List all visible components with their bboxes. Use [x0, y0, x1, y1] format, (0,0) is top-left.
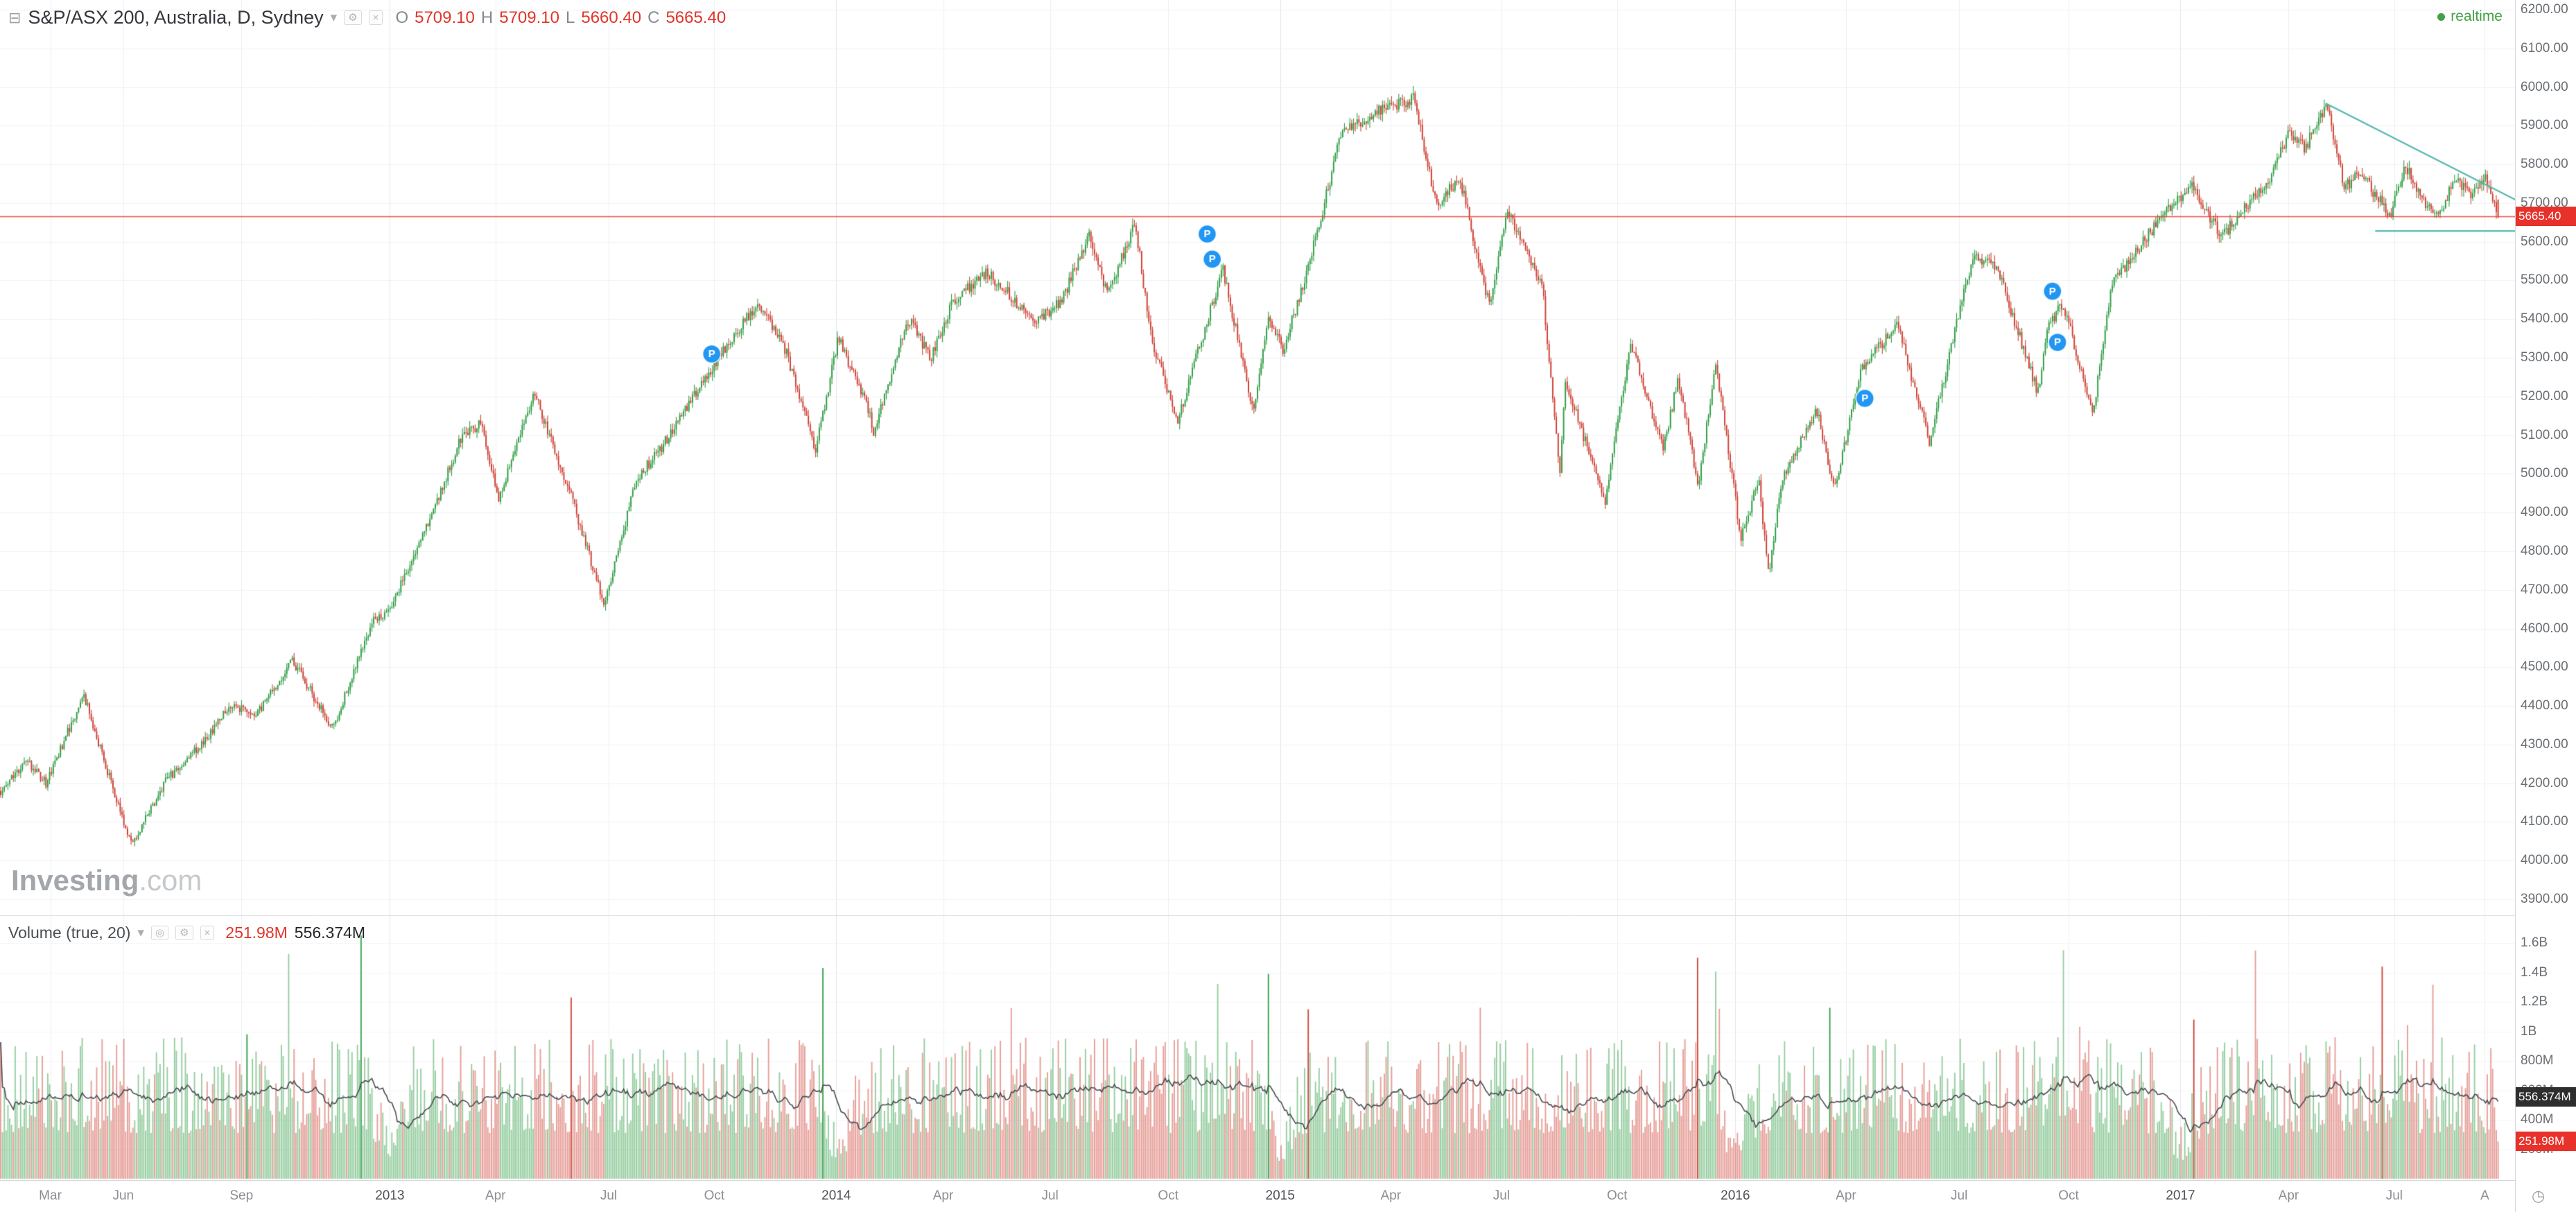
high-value: 5709.10 [499, 8, 559, 27]
volume-ma-value: 556.374M [294, 924, 366, 942]
time-scale[interactable]: Mar Jun Sep 2013 Apr Jul Oct 2014 Apr Jul Oct 2015 A… [0, 1180, 2515, 1212]
volume-indicator-title[interactable]: Volume (true, 20) [8, 924, 131, 942]
time-axis-year-label: 2015 [1265, 1188, 1295, 1203]
time-axis-label: A [2480, 1188, 2489, 1203]
price-axis-label: 5700.00 [2521, 195, 2568, 210]
open-value: 5709.10 [415, 8, 475, 27]
price-axis-label: 4700.00 [2521, 582, 2568, 597]
time-axis-label: Apr [1380, 1188, 1402, 1203]
price-axis-label: 5000.00 [2521, 466, 2568, 481]
time-axis-label: Jul [1951, 1188, 1968, 1203]
time-axis-year-label: 2017 [2166, 1188, 2195, 1203]
price-axis-label: 5500.00 [2521, 272, 2568, 288]
price-axis-label: 6200.00 [2521, 2, 2568, 17]
time-axis-label: Apr [485, 1188, 506, 1203]
time-axis-label: Apr [1836, 1188, 1856, 1203]
price-axis-label: 4900.00 [2521, 505, 2568, 520]
chevron-down-icon[interactable]: ▾ [137, 926, 144, 940]
time-axis-label: Jul [1041, 1188, 1059, 1203]
price-axis-label: 5600.00 [2521, 234, 2568, 249]
settings-icon[interactable]: ⚙ [344, 10, 362, 25]
volume-current-value: 251.98M [225, 924, 288, 942]
price-axis-label: 5900.00 [2521, 118, 2568, 133]
price-axis-label: 4300.00 [2521, 736, 2568, 752]
investing-watermark: Investing.com [11, 864, 202, 897]
volume-axis-label: 1.6B [2521, 935, 2548, 950]
time-axis-label: Sep [229, 1188, 254, 1203]
price-axis-label: 4500.00 [2521, 659, 2568, 675]
symbol-title[interactable]: S&P/ASX 200, Australia, D, Sydney [28, 7, 324, 28]
price-scale[interactable]: 6200.00 6100.00 6000.00 5900.00 5800.00 5700.… [2515, 0, 2576, 1212]
price-axis-label: 5300.00 [2521, 350, 2568, 365]
price-axis-label: 6100.00 [2521, 40, 2568, 55]
price-axis-label: 5400.00 [2521, 311, 2568, 327]
settings-icon[interactable]: ⚙ [175, 926, 193, 940]
close-label: C [647, 8, 660, 27]
visibility-icon[interactable]: ◎ [150, 926, 169, 940]
price-axis-label: 5800.00 [2521, 157, 2568, 172]
time-axis-label: Jun [112, 1188, 134, 1203]
time-axis-label: Jul [600, 1188, 618, 1203]
time-axis-label: Oct [704, 1188, 725, 1203]
collapse-pane-icon[interactable]: ⊟ [8, 8, 21, 26]
last-price-tag: 5665.40 [2516, 207, 2576, 227]
price-axis-label: 4000.00 [2521, 853, 2568, 868]
price-axis-label: 4400.00 [2521, 698, 2568, 713]
realtime-status: realtime [2437, 8, 2503, 25]
close-icon[interactable]: × [200, 926, 215, 940]
volume-axis-label: 400M [2521, 1112, 2554, 1127]
time-axis-label: Apr [932, 1188, 954, 1203]
price-axis-label: 5200.00 [2521, 388, 2568, 404]
realtime-label: realtime [2451, 8, 2503, 24]
volume-value-tag: 251.98M [2516, 1132, 2576, 1152]
open-label: O [395, 8, 409, 27]
price-axis-label: 4800.00 [2521, 543, 2568, 558]
symbol-legend[interactable]: ⊟ S&P/ASX 200, Australia, D, Sydney ▾ ⚙ … [8, 7, 726, 28]
realtime-dot-icon [2437, 12, 2446, 21]
volume-axis-label: 1.4B [2521, 964, 2548, 980]
watermark-light: .com [139, 864, 202, 897]
time-axis-label: Oct [1607, 1188, 1628, 1203]
volume-axis-label: 1B [2521, 1023, 2537, 1039]
price-axis-label: 5100.00 [2521, 427, 2568, 442]
time-axis-label: Jul [1492, 1188, 1511, 1203]
clock-icon[interactable]: ◷ [2532, 1187, 2545, 1204]
candlestick-chart-canvas[interactable] [0, 0, 2515, 1180]
volume-ma-tag: 556.374M [2516, 1087, 2576, 1107]
high-label: H [480, 8, 494, 27]
time-axis-label: Oct [1158, 1188, 1178, 1203]
price-axis-label: 4600.00 [2521, 621, 2568, 636]
time-axis-label: Apr [2278, 1188, 2299, 1203]
price-axis-label: 4200.00 [2521, 775, 2568, 790]
time-axis-year-label: 2016 [1721, 1188, 1750, 1203]
low-label: L [565, 8, 575, 27]
time-axis-label: Mar [39, 1188, 62, 1203]
price-axis-label: 4100.00 [2521, 814, 2568, 829]
volume-legend[interactable]: Volume (true, 20) ▾ ◎ ⚙ × 251.98M 556.37… [8, 924, 365, 942]
time-axis-label: Oct [2058, 1188, 2079, 1203]
price-axis-label: 6000.00 [2521, 79, 2568, 94]
chevron-down-icon[interactable]: ▾ [330, 10, 338, 25]
time-axis-year-label: 2013 [375, 1188, 405, 1203]
price-axis-label: 3900.00 [2521, 892, 2568, 906]
ohlc-readout: O 5709.10 H 5709.10 L 5660.40 C 5665.40 [395, 8, 726, 28]
watermark-bold: Investing [11, 864, 139, 897]
time-axis-year-label: 2014 [821, 1188, 851, 1203]
volume-axis-label: 1.2B [2521, 994, 2548, 1009]
close-value: 5665.40 [665, 8, 726, 27]
close-icon[interactable]: × [368, 10, 383, 25]
low-value: 5660.40 [581, 8, 642, 27]
volume-axis-label: 800M [2521, 1053, 2554, 1068]
time-axis-label: Jul [2385, 1188, 2403, 1203]
